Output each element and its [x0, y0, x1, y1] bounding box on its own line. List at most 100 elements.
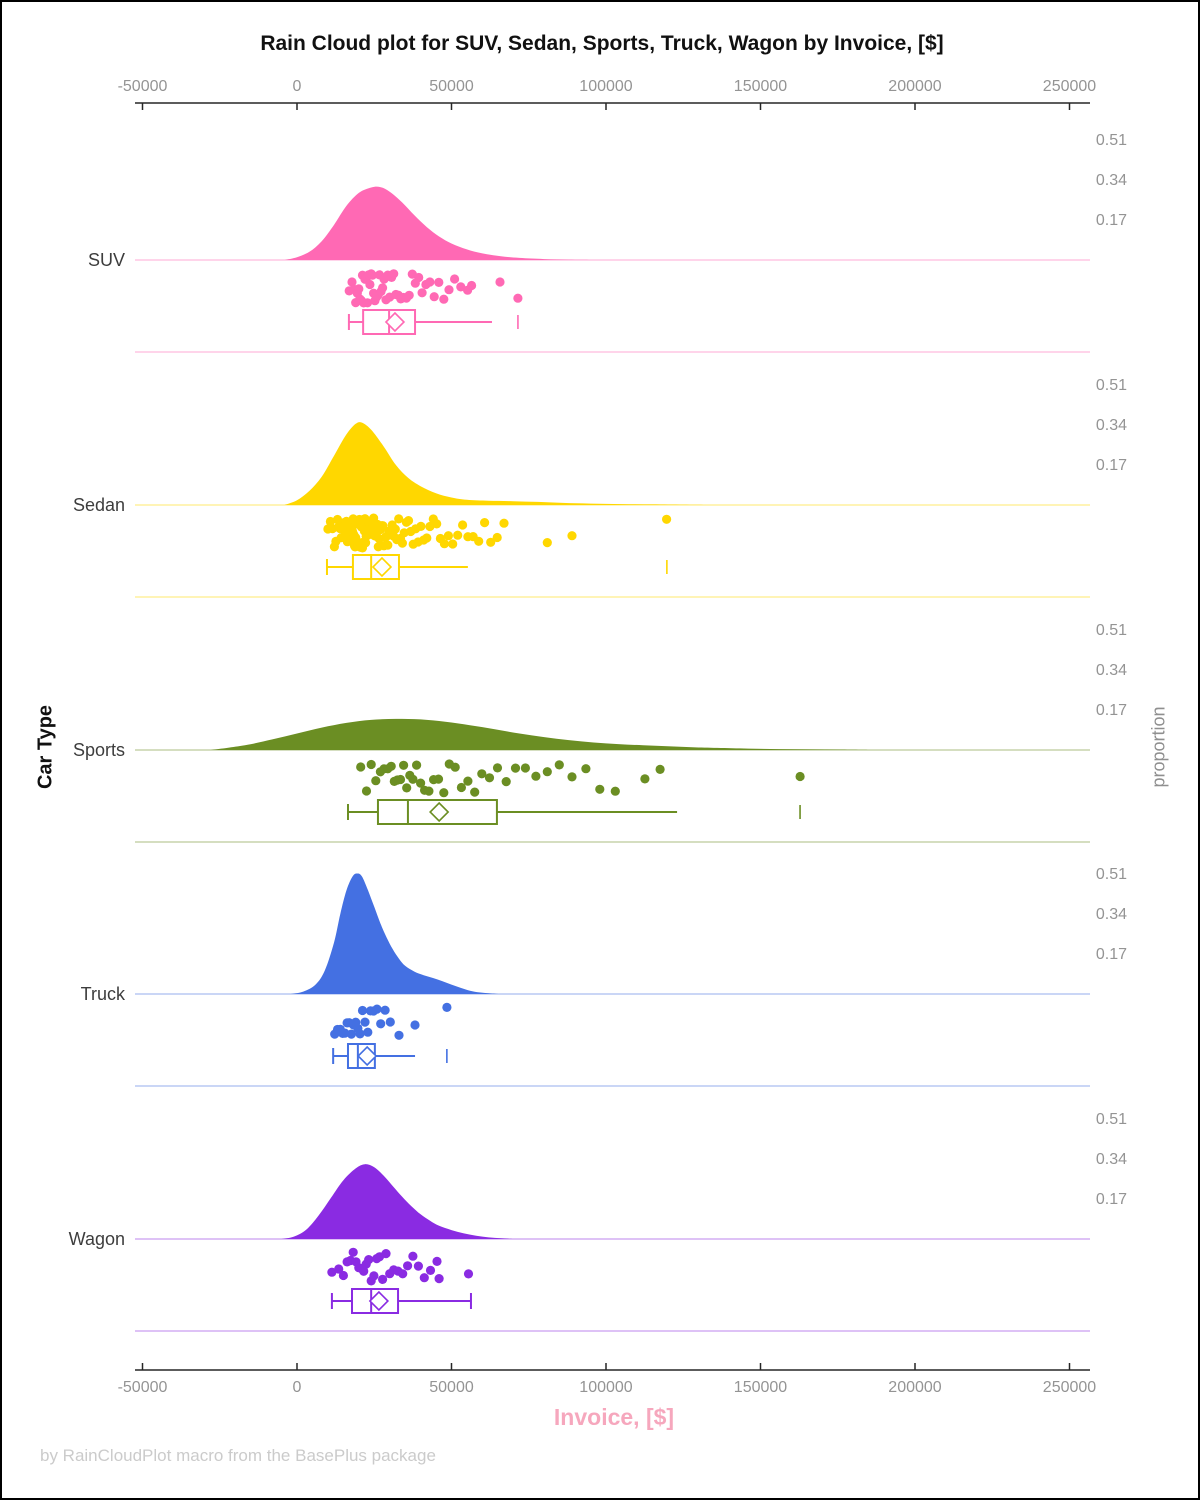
rain-point-suv	[354, 284, 364, 294]
rain-point-truck	[394, 1030, 404, 1040]
rain-point-sports	[510, 763, 521, 773]
rain-point-suv	[467, 280, 477, 291]
rain-point-sedan	[378, 521, 388, 531]
rain-point-sports	[470, 787, 480, 797]
rain-point-wagon	[408, 1251, 418, 1261]
rain-point-suv	[417, 288, 427, 298]
rain-point-wagon	[338, 1270, 348, 1281]
rain-point-truck	[363, 1027, 373, 1037]
rain-point-sports	[412, 760, 422, 770]
rain-point-sedan	[383, 540, 393, 550]
rain-point-suv	[389, 269, 399, 279]
rain-point-suv	[362, 298, 373, 308]
rain-point-sedan	[453, 530, 463, 540]
proportion-tick-label-suv: 0.17	[1096, 212, 1127, 229]
proportion-tick-label-sports: 0.51	[1096, 622, 1127, 639]
rain-point-suv	[434, 277, 444, 287]
rain-point-wagon	[334, 1264, 344, 1274]
rain-point-sedan	[662, 514, 672, 524]
proportion-tick-label-suv: 0.51	[1096, 132, 1127, 149]
rain-point-suv	[456, 282, 466, 292]
rain-point-sports	[610, 786, 620, 796]
rain-point-sports	[416, 778, 426, 788]
rain-point-wagon	[378, 1274, 388, 1284]
rain-point-truck	[346, 1029, 356, 1039]
rain-point-sports	[386, 761, 396, 771]
rain-point-wagon	[369, 1271, 379, 1281]
top-x-tick-label: 200000	[888, 78, 941, 95]
proportion-tick-label-sports: 0.17	[1096, 702, 1127, 719]
rain-point-sports	[567, 772, 577, 782]
rain-point-sports	[402, 783, 412, 793]
rain-point-sedan	[542, 538, 552, 548]
rain-point-truck	[410, 1020, 420, 1030]
rain-point-suv	[444, 285, 454, 295]
proportion-tick-label-sedan: 0.34	[1096, 417, 1127, 434]
top-x-tick-label: 250000	[1043, 78, 1096, 95]
mean-diamond-truck	[357, 1045, 378, 1067]
top-x-tick-label: 0	[293, 78, 302, 95]
bottom-x-tick-label: 0	[293, 1379, 302, 1396]
rain-point-sedan	[499, 518, 509, 528]
rain-point-sports	[463, 776, 473, 786]
rain-point-sports	[450, 762, 460, 772]
rain-point-suv	[414, 272, 424, 283]
rain-point-sports	[356, 762, 366, 772]
rain-point-suv	[365, 279, 375, 290]
mean-diamond-wagon	[368, 1290, 390, 1312]
rain-point-sports	[595, 784, 605, 794]
density-curve-sports	[210, 718, 872, 750]
footer-attribution: by RainCloudPlot macro from the BasePlus…	[40, 1446, 436, 1465]
rain-point-sports	[456, 782, 466, 793]
rain-point-wagon	[381, 1249, 391, 1259]
rain-point-sports	[554, 760, 564, 770]
group-label-suv: SUV	[88, 250, 125, 270]
rain-point-truck	[442, 1002, 452, 1013]
rain-point-suv	[450, 274, 460, 284]
rain-point-sedan	[394, 514, 404, 524]
mean-diamond-sports	[429, 801, 450, 823]
rain-point-suv	[425, 277, 435, 287]
rain-point-suv	[347, 277, 357, 287]
rain-point-sports	[477, 769, 487, 779]
rain-point-suv	[404, 290, 414, 300]
rain-point-sedan	[397, 538, 407, 548]
bottom-x-tick-label: 250000	[1043, 1379, 1096, 1396]
chart-title: Rain Cloud plot for SUV, Sedan, Sports, …	[260, 32, 944, 55]
proportion-tick-label-truck: 0.17	[1096, 946, 1127, 963]
rain-point-sedan	[458, 520, 468, 530]
group-label-sedan: Sedan	[73, 495, 125, 515]
density-curve-suv	[284, 186, 591, 260]
density-curve-sedan	[284, 422, 705, 505]
rain-point-sports	[640, 774, 650, 784]
rain-point-sports	[492, 763, 503, 773]
rain-point-wagon	[463, 1269, 474, 1279]
top-x-tick-label: 100000	[579, 78, 632, 95]
proportion-tick-label-truck: 0.51	[1096, 866, 1127, 883]
rain-point-sedan	[390, 524, 400, 534]
top-x-tick-label: -50000	[118, 78, 168, 95]
rain-point-wagon	[348, 1247, 358, 1257]
rain-point-sports	[371, 776, 381, 786]
rain-point-sports	[395, 774, 406, 785]
proportion-tick-label-sedan: 0.17	[1096, 457, 1127, 474]
rain-point-suv	[439, 294, 449, 304]
proportion-tick-label-sports: 0.34	[1096, 662, 1127, 679]
rain-point-sports	[361, 786, 372, 796]
rain-point-wagon	[364, 1255, 374, 1265]
proportion-tick-label-wagon: 0.51	[1096, 1111, 1127, 1128]
rain-point-wagon	[403, 1261, 413, 1271]
rain-point-wagon	[425, 1265, 436, 1275]
rain-point-sports	[366, 759, 376, 770]
rain-point-sports	[408, 774, 418, 784]
rain-point-wagon	[398, 1269, 408, 1279]
x-axis-label-invoice: Invoice, [$]	[553, 1404, 675, 1430]
rain-point-sedan	[567, 531, 577, 541]
rain-point-sports	[795, 771, 805, 782]
rain-point-truck	[357, 1005, 368, 1016]
rain-point-sports	[531, 771, 541, 781]
rain-point-sedan	[439, 539, 449, 549]
rain-point-sedan	[474, 536, 484, 546]
